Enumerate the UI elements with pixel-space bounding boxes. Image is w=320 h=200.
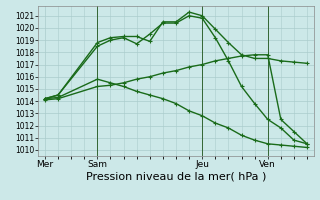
X-axis label: Pression niveau de la mer( hPa ): Pression niveau de la mer( hPa ) (86, 172, 266, 182)
